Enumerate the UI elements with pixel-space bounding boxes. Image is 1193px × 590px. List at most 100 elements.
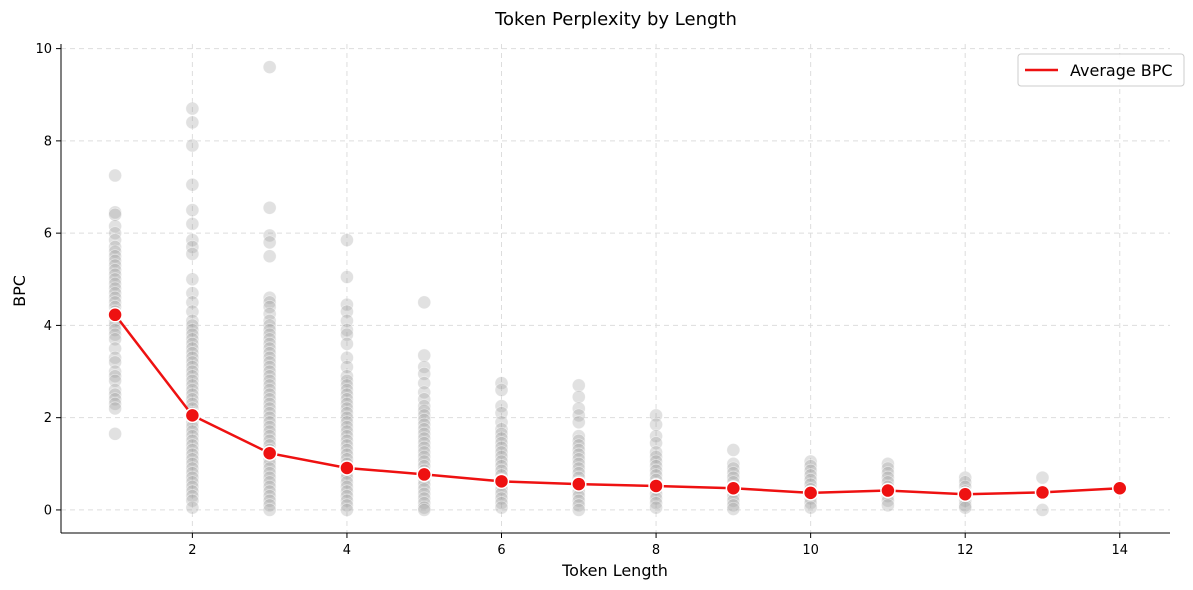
scatter-point	[108, 267, 122, 282]
scatter-point	[494, 383, 509, 397]
scatter-point	[185, 424, 200, 439]
scatter-point	[185, 350, 200, 365]
average-bpc-marker	[1034, 484, 1051, 501]
scatter-point	[340, 493, 354, 508]
x-tick-label: 12	[957, 543, 974, 558]
scatter-point	[1035, 503, 1050, 517]
y-tick-label: 4	[44, 319, 52, 334]
scatter-point	[417, 360, 432, 374]
scatter-point	[108, 272, 122, 287]
scatter-point	[262, 323, 277, 337]
scatter-point	[726, 457, 741, 471]
scatter-point	[262, 484, 277, 499]
scatter-point	[340, 297, 354, 312]
legend-label: Average BPC	[1070, 61, 1173, 80]
scatter-point	[185, 318, 200, 333]
scatter-point	[571, 401, 586, 416]
scatter-point	[185, 304, 200, 319]
scatter-point	[340, 270, 354, 284]
chart-title: Token Perplexity by Length	[494, 9, 737, 30]
scatter-point	[494, 415, 509, 430]
scatter-point	[262, 332, 277, 347]
scatter-point	[649, 496, 663, 510]
scatter-point	[185, 500, 200, 515]
x-tick-label: 10	[802, 543, 819, 558]
scatter-point	[262, 290, 277, 305]
scatter-point	[417, 399, 432, 413]
scatter-point	[108, 383, 122, 397]
scatter-point	[340, 429, 354, 443]
scatter-point	[262, 410, 277, 425]
scatter-point	[262, 355, 277, 370]
scatter-point	[958, 500, 973, 515]
average-bpc-marker	[184, 407, 201, 424]
scatter-point	[108, 254, 122, 268]
scatter-point	[340, 489, 354, 503]
scatter-point	[340, 373, 354, 388]
scatter-point	[726, 498, 741, 513]
scatter-point	[340, 433, 354, 448]
scatter-point	[417, 431, 432, 446]
scatter-point	[340, 498, 354, 513]
scatter-point	[262, 383, 277, 397]
y-tick-label: 6	[44, 227, 52, 242]
x-ticks: 2 4 6 8 10 12 14	[188, 533, 1128, 558]
scatter-point	[185, 337, 200, 351]
scatter-point	[494, 491, 509, 506]
scatter-point	[340, 378, 354, 393]
x-tick-label: 2	[188, 543, 196, 558]
legend: Average BPC	[1017, 53, 1185, 87]
scatter-point	[185, 489, 200, 503]
scatter-point	[262, 369, 277, 383]
scatter-point	[571, 433, 586, 448]
x-tick-label: 8	[652, 543, 660, 558]
scatter-point	[571, 429, 586, 443]
scatter-point	[262, 313, 277, 328]
scatter-point	[185, 484, 200, 499]
scatter-point	[958, 470, 973, 485]
scatter-point	[185, 203, 200, 217]
average-bpc-marker	[339, 460, 355, 476]
scatter-point	[417, 482, 432, 496]
scatter-point	[417, 422, 432, 437]
scatter-point	[340, 360, 354, 374]
scatter-point	[340, 424, 354, 439]
scatter-point	[262, 420, 277, 434]
scatter-point	[417, 445, 432, 460]
scatter-point	[108, 281, 122, 296]
scatter-point	[108, 341, 122, 356]
scatter-point	[185, 480, 200, 494]
scatter-point	[185, 101, 200, 116]
y-tick-label: 8	[44, 134, 52, 149]
scatter-point	[262, 373, 277, 388]
scatter-point	[185, 457, 200, 471]
scatter-point	[185, 313, 200, 328]
average-bpc-marker	[571, 476, 587, 492]
average-bpc-marker	[416, 466, 432, 483]
scatter-point	[417, 417, 432, 432]
scatter-point	[726, 502, 741, 516]
scatter-point	[262, 350, 277, 365]
scatter-point	[340, 369, 354, 383]
scatter-point	[571, 390, 586, 404]
average-line-group	[107, 307, 1128, 502]
scatter-point	[108, 249, 122, 264]
scatter-point	[185, 378, 200, 393]
scatter-point	[262, 337, 277, 351]
scatter-point	[108, 290, 122, 305]
scatter-point	[185, 286, 200, 300]
scatter-point	[417, 376, 432, 390]
scatter-point	[340, 304, 354, 319]
scatter-point	[494, 454, 509, 469]
scatter-point	[726, 466, 741, 480]
scatter-point	[108, 350, 122, 365]
scatter-point	[262, 295, 277, 310]
scatter-point	[108, 392, 122, 407]
scatter-point	[417, 503, 432, 517]
scatter-point	[649, 454, 663, 469]
y-tick-label: 10	[35, 42, 52, 57]
scatter-point	[571, 457, 586, 471]
average-bpc-marker	[493, 473, 510, 490]
scatter-point	[262, 498, 277, 513]
scatter-point	[340, 480, 354, 494]
